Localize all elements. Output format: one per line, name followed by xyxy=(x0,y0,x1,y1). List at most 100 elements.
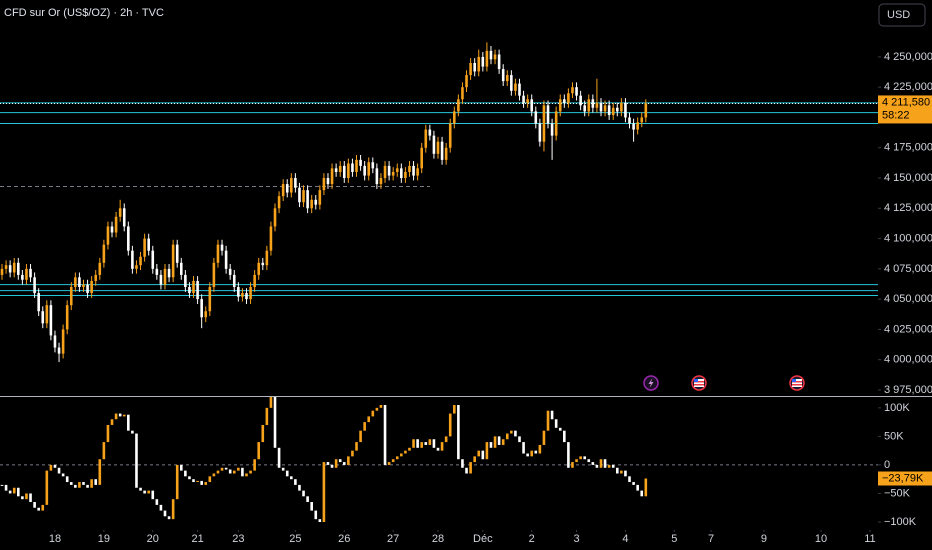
delta-body xyxy=(359,430,362,443)
delta-body xyxy=(534,450,538,454)
delta-body xyxy=(469,462,472,474)
delta-body xyxy=(558,427,562,431)
candle-body xyxy=(106,226,110,245)
delta-body xyxy=(151,490,155,500)
delta-body xyxy=(595,464,599,468)
candle-body xyxy=(412,165,415,176)
candle-body xyxy=(526,99,529,103)
delta-body xyxy=(530,450,534,457)
delta-body xyxy=(489,442,493,448)
delta-body xyxy=(61,473,65,477)
flag-canton xyxy=(694,379,698,382)
candle-body xyxy=(4,265,8,269)
delta-body xyxy=(318,519,322,523)
candle-body xyxy=(603,105,607,112)
delta-body xyxy=(575,459,578,463)
candle-body xyxy=(404,171,407,179)
candle-body xyxy=(139,256,142,266)
y-tick-label: 4 025,000 xyxy=(884,323,932,335)
candle-body xyxy=(542,105,546,142)
x-tick-label: 5 xyxy=(671,533,677,545)
candle-body xyxy=(0,268,4,275)
y-tick-label: −50K xyxy=(884,487,911,499)
delta-body xyxy=(114,413,118,420)
delta-body xyxy=(599,459,603,468)
indicator-badge-label: −23,79K xyxy=(882,472,924,484)
candle-body xyxy=(78,277,81,288)
delta-body xyxy=(98,459,102,485)
y-tick-label: 3 975,000 xyxy=(884,384,932,396)
delta-body xyxy=(367,416,371,423)
delta-body xyxy=(628,476,631,483)
delta-body xyxy=(110,419,114,425)
candle-body xyxy=(228,268,232,275)
flag-canton xyxy=(792,379,796,382)
x-tick-label: 9 xyxy=(761,533,767,545)
delta-body xyxy=(249,470,252,474)
delta-body xyxy=(192,479,195,483)
x-tick-label: 21 xyxy=(191,533,203,545)
delta-body xyxy=(90,479,93,488)
candle-body xyxy=(387,165,391,176)
delta-body xyxy=(245,473,248,477)
delta-body xyxy=(615,467,619,474)
delta-body xyxy=(269,397,273,408)
candle-body xyxy=(391,171,395,176)
flag-glyph xyxy=(694,379,704,387)
x-tick-label: 20 xyxy=(147,533,159,545)
x-tick-label: 7 xyxy=(708,533,714,545)
delta-body xyxy=(363,422,366,431)
candle-body xyxy=(620,102,623,112)
delta-body xyxy=(273,397,277,448)
delta-body xyxy=(175,464,179,500)
candle-body xyxy=(290,178,293,193)
candle-body xyxy=(558,99,562,112)
currency-button[interactable]: USD xyxy=(878,3,926,27)
delta-body xyxy=(550,410,554,420)
axes: 18 19 20 21 23 25 26 27 28 Déc 2 3 4 5 7 9 10 114 250,000… xyxy=(49,51,932,545)
delta-body xyxy=(4,484,8,491)
candle-body xyxy=(257,262,261,275)
delta-body xyxy=(607,464,611,468)
delta-body xyxy=(220,467,224,471)
y-tick-label: 4 100,000 xyxy=(884,232,932,244)
delta-body xyxy=(212,473,216,477)
candle-body xyxy=(273,208,277,227)
y-tick-label: 4 250,000 xyxy=(884,51,932,63)
candle-body xyxy=(322,178,326,191)
candle-body xyxy=(530,99,534,112)
delta-body xyxy=(465,467,468,474)
candle-body xyxy=(550,123,554,136)
delta-body xyxy=(330,464,334,468)
candle-body xyxy=(440,141,444,160)
delta-body xyxy=(12,487,16,494)
delta-body xyxy=(21,496,24,500)
delta-body xyxy=(106,424,110,443)
currency-button-frame[interactable] xyxy=(878,3,926,27)
candle-body xyxy=(94,274,98,281)
candle-body xyxy=(436,141,440,154)
candle-body xyxy=(497,54,501,70)
candle-body xyxy=(245,293,248,300)
delta-body xyxy=(347,456,350,465)
candle-body xyxy=(534,111,538,124)
candle-body xyxy=(481,56,485,67)
delta-body xyxy=(139,487,142,491)
price-pane xyxy=(0,42,878,363)
delta-body xyxy=(351,450,354,457)
y-tick-label: 4 150,000 xyxy=(884,172,932,184)
chart-title: CFD sur Or (US$/OZ) · 2h · TVC xyxy=(4,7,164,19)
delta-body xyxy=(196,480,199,483)
currency-label[interactable]: USD xyxy=(887,9,910,21)
lightning-glyph xyxy=(648,378,654,388)
candle-body xyxy=(249,287,252,300)
candle-body xyxy=(102,244,106,263)
x-tick-label: 4 xyxy=(622,533,628,545)
candle-body xyxy=(188,287,191,294)
candle-body xyxy=(505,75,509,82)
delta-body xyxy=(94,479,98,485)
delta-body xyxy=(546,410,550,431)
delta-body xyxy=(355,442,358,451)
candle-body xyxy=(567,93,570,103)
